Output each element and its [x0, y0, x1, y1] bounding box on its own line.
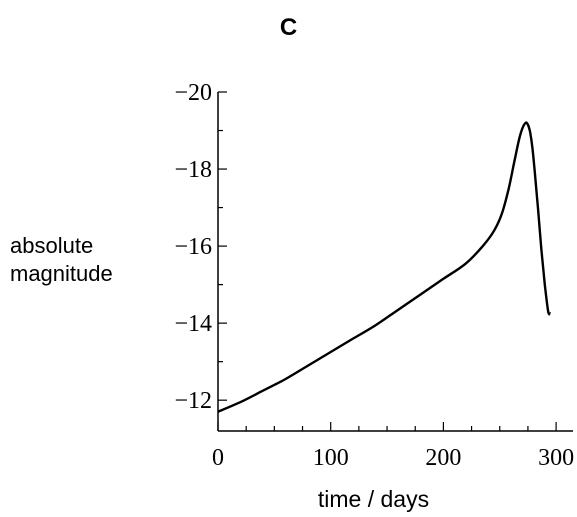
y-tick-label: −18 [174, 157, 212, 183]
y-axis-label: absolute magnitude [10, 232, 160, 288]
y-tick-label: −14 [174, 311, 212, 337]
x-tick-label: 200 [425, 445, 461, 471]
y-axis-label-line-2: magnitude [10, 261, 113, 286]
y-tick-label: −12 [174, 388, 212, 414]
panel-label: C [279, 14, 298, 41]
y-axis-label-line-1: absolute [10, 233, 94, 258]
x-axis-label: time / days [317, 486, 430, 512]
y-tick-label: −20 [174, 80, 212, 106]
x-tick-label: 300 [538, 445, 574, 471]
x-tick-label: 100 [313, 445, 349, 471]
series-line-1 [217, 121, 552, 413]
x-tick-label: 0 [212, 445, 224, 471]
y-tick-label: −16 [174, 234, 212, 260]
